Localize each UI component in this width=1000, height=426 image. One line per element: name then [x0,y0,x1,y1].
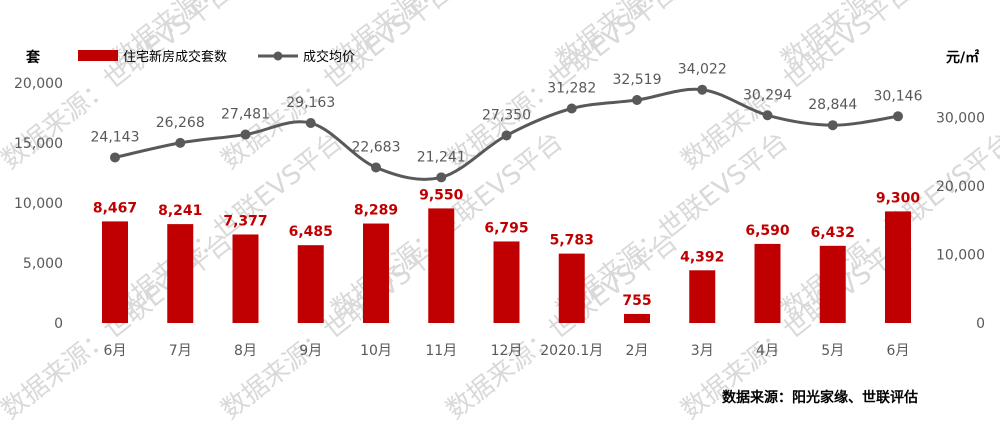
line-value-label: 30,146 [874,88,923,104]
bar [232,234,259,323]
data-source: 数据来源：阳光家缘、世联评估 [722,389,918,406]
bar [297,245,324,323]
bar [819,245,846,323]
bar-value-label: 6,795 [484,220,528,236]
bar-value-label: 6,485 [289,224,333,240]
x-tick-label: 2020.1月 [540,343,603,359]
bar-value-label: 6,432 [811,225,855,241]
bar-value-label: 8,467 [93,200,137,216]
line-point [436,172,447,183]
bar [558,253,585,323]
x-tick-label: 9月 [299,343,322,359]
x-tick-label: 12月 [491,343,523,359]
bar [885,211,911,323]
line-value-label: 22,683 [352,139,401,155]
bar [689,270,716,323]
line-point [632,95,642,106]
right-axis: 0 10,000 20,000 30,000 [936,110,985,332]
bar-value-label: 755 [622,293,651,309]
bar-value-label: 9,550 [419,187,464,203]
bar-value-label: 8,241 [158,203,202,219]
right-axis-unit: 元/㎡ [946,49,979,66]
legend: 住宅新房成交套数 成交均价 [78,49,355,65]
bar-value-label: 5,783 [550,233,594,249]
left-tick-label: 5,000 [23,256,63,272]
bar [624,313,650,323]
x-axis: 6月 7月 8月 9月 10月 11月 12月 2020.1月 2月 3月 4月 5月 6月 [104,343,910,359]
left-tick-label: 15,000 [14,136,63,152]
line-data-labels: 24,143 26,268 27,481 29,163 22,683 21,241 27,3… [91,62,923,166]
x-tick-label: 8月 [234,343,257,359]
line-point [240,129,251,140]
line-point [893,111,903,122]
left-axis: 0 5,000 10,000 15,000 20,000 [14,76,63,332]
line-series [110,84,903,183]
x-tick-label: 7月 [169,343,192,359]
line-value-label: 31,282 [547,80,596,96]
line-value-label: 28,844 [808,97,857,113]
line-value-label: 27,350 [482,107,531,123]
legend-bar-swatch [78,50,118,61]
right-tick-label: 30,000 [936,110,985,126]
line-point [827,120,838,131]
bar-value-label: 8,289 [354,203,398,219]
left-tick-label: 20,000 [14,76,63,92]
line-value-label: 27,481 [221,107,270,123]
x-tick-label: 2月 [626,343,649,359]
line-value-label: 21,241 [417,149,466,165]
line-point [305,118,316,129]
line-point [371,162,381,173]
right-tick-label: 10,000 [936,247,985,263]
bar-value-label: 6,590 [745,223,790,239]
line-point [175,137,186,148]
right-tick-label: 20,000 [936,179,985,195]
bar-value-label: 9,300 [876,190,921,206]
bar [754,243,781,323]
line-value-label: 34,022 [678,62,727,78]
right-tick-label: 0 [976,316,985,332]
line-value-label: 29,163 [286,95,335,111]
left-tick-label: 0 [54,316,63,332]
bar-series [102,208,911,323]
line-point [566,103,577,114]
line-point [501,130,512,141]
line-value-label: 26,268 [156,115,205,131]
line-point [762,110,773,121]
legend-line-marker [273,51,283,61]
line-point [110,152,120,163]
bar-value-label: 4,392 [680,249,724,265]
bar [167,224,194,323]
legend-line-label: 成交均价 [303,49,355,65]
bar-data-labels: 8,467 8,241 7,377 6,485 8,289 9,550 6,795 5,783… [93,187,921,309]
line-point [697,84,708,95]
line-value-label: 30,294 [743,87,792,103]
left-tick-label: 10,000 [14,196,63,212]
bar-value-label: 7,377 [223,213,267,229]
x-tick-label: 10月 [360,343,392,359]
line-value-label: 32,519 [613,72,662,88]
legend-bar-label: 住宅新房成交套数 [123,49,227,65]
line-value-label: 24,143 [91,129,140,145]
x-tick-label: 4月 [756,343,779,359]
x-tick-label: 3月 [691,343,714,359]
bar [102,221,128,323]
bar [493,241,520,323]
x-tick-label: 11月 [425,343,457,359]
bar [428,208,455,323]
x-tick-label: 5月 [821,343,844,359]
x-tick-label: 6月 [104,343,127,359]
left-axis-unit: 套 [26,49,40,66]
x-tick-label: 6月 [887,343,910,359]
bar [363,223,389,323]
